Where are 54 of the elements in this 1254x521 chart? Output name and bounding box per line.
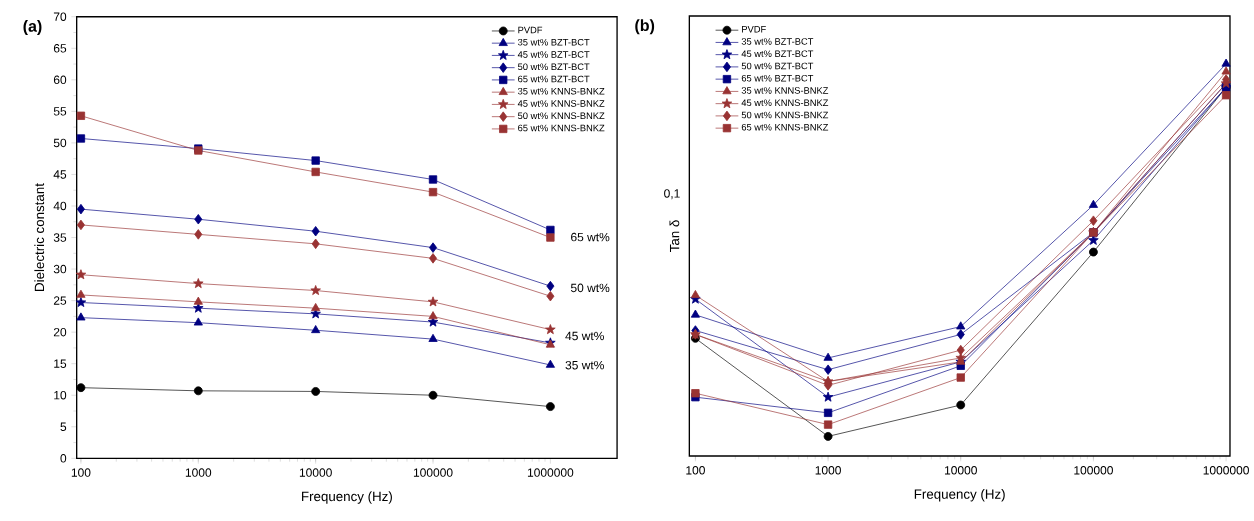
x-tick-label: 100 xyxy=(686,466,705,475)
text: 0,1 xyxy=(664,189,680,200)
x-tick-label: 1000 xyxy=(185,468,212,477)
legend-label: 45 wt% KNNS-BNKZ xyxy=(741,99,829,106)
legend-label: 50 wt% KNNS-BNKZ xyxy=(741,111,829,119)
x-tick-label: 100000 xyxy=(413,468,453,477)
legend-label: PVDF xyxy=(742,25,766,33)
legend-label: 45 wt% KNNS-BNKZ xyxy=(517,100,605,107)
legend-label: 50 wt% BZT-BCT xyxy=(741,62,814,70)
x-tick-label: 10000 xyxy=(944,466,977,475)
y-tick-label: 0 xyxy=(60,454,67,463)
y-tick-label: 10 xyxy=(54,390,67,400)
annotation: 65 wt% xyxy=(571,232,610,242)
chart-title: (a) xyxy=(23,20,42,35)
y-tick-label: 55 xyxy=(53,107,67,116)
legend-label: 45 wt% BZT-BCT xyxy=(517,51,590,58)
legend-label: 50 wt% KNNS-BNKZ xyxy=(517,112,605,120)
y-tick-label: 45 xyxy=(53,170,67,179)
y-tick-label: 60 xyxy=(53,75,67,85)
legend-label: 65 wt% KNNS-BNKZ xyxy=(741,123,829,131)
legend-label: 50 wt% BZT-BCT xyxy=(517,63,590,71)
legend-label: 45 wt% BZT-BCT xyxy=(741,50,814,57)
x-tick-label: 1000000 xyxy=(1203,466,1249,475)
x-tick-label: 100 xyxy=(71,468,91,477)
legend-label: 35 wt% BZT-BCT xyxy=(517,38,590,46)
x-tick-label: 1000 xyxy=(815,466,841,475)
y-tick-label: 50 xyxy=(53,138,67,148)
legend-label: 35 wt% BZT-BCT xyxy=(741,38,814,45)
x-axis-title: Frequency (Hz) xyxy=(914,489,1005,502)
y-axis-title: Dielectric constant xyxy=(34,183,45,291)
y-tick-label: 20 xyxy=(53,327,67,337)
annotation: 35 wt% xyxy=(565,360,604,370)
y-tick-label: 25 xyxy=(53,296,67,305)
y-tick-label: 40 xyxy=(53,201,67,211)
legend-label: 65 wt% BZT-BCT xyxy=(518,75,590,83)
legend-label: 35 wt% KNNS-BNKZ xyxy=(741,87,829,94)
annotation: 45 wt% xyxy=(565,331,604,341)
legend-label: 65 wt% BZT-BCT xyxy=(741,74,814,82)
y-axis-title: Tan δ xyxy=(669,220,680,253)
chart-title: (b) xyxy=(635,19,655,35)
y-tick-label: 30 xyxy=(53,264,67,274)
legend-label: 65 wt% KNNS-BNKZ xyxy=(518,124,605,132)
x-tick-label: 1000000 xyxy=(527,468,574,477)
x-axis-title: Frequency (Hz) xyxy=(302,491,392,504)
x-tick-label: 100000 xyxy=(1074,466,1113,475)
legend-label: PVDF xyxy=(518,26,543,34)
y-tick-label: 65 xyxy=(53,44,67,53)
x-tick-label: 10000 xyxy=(299,468,332,477)
y-tick-label: 35 xyxy=(53,233,67,242)
annotation: 50 wt% xyxy=(570,283,610,293)
y-tick-label: 5 xyxy=(60,422,67,431)
y-tick-label: 15 xyxy=(54,359,67,368)
y-tick-label: 70 xyxy=(53,12,67,21)
legend-label: 35 wt% KNNS-BNKZ xyxy=(517,87,605,95)
